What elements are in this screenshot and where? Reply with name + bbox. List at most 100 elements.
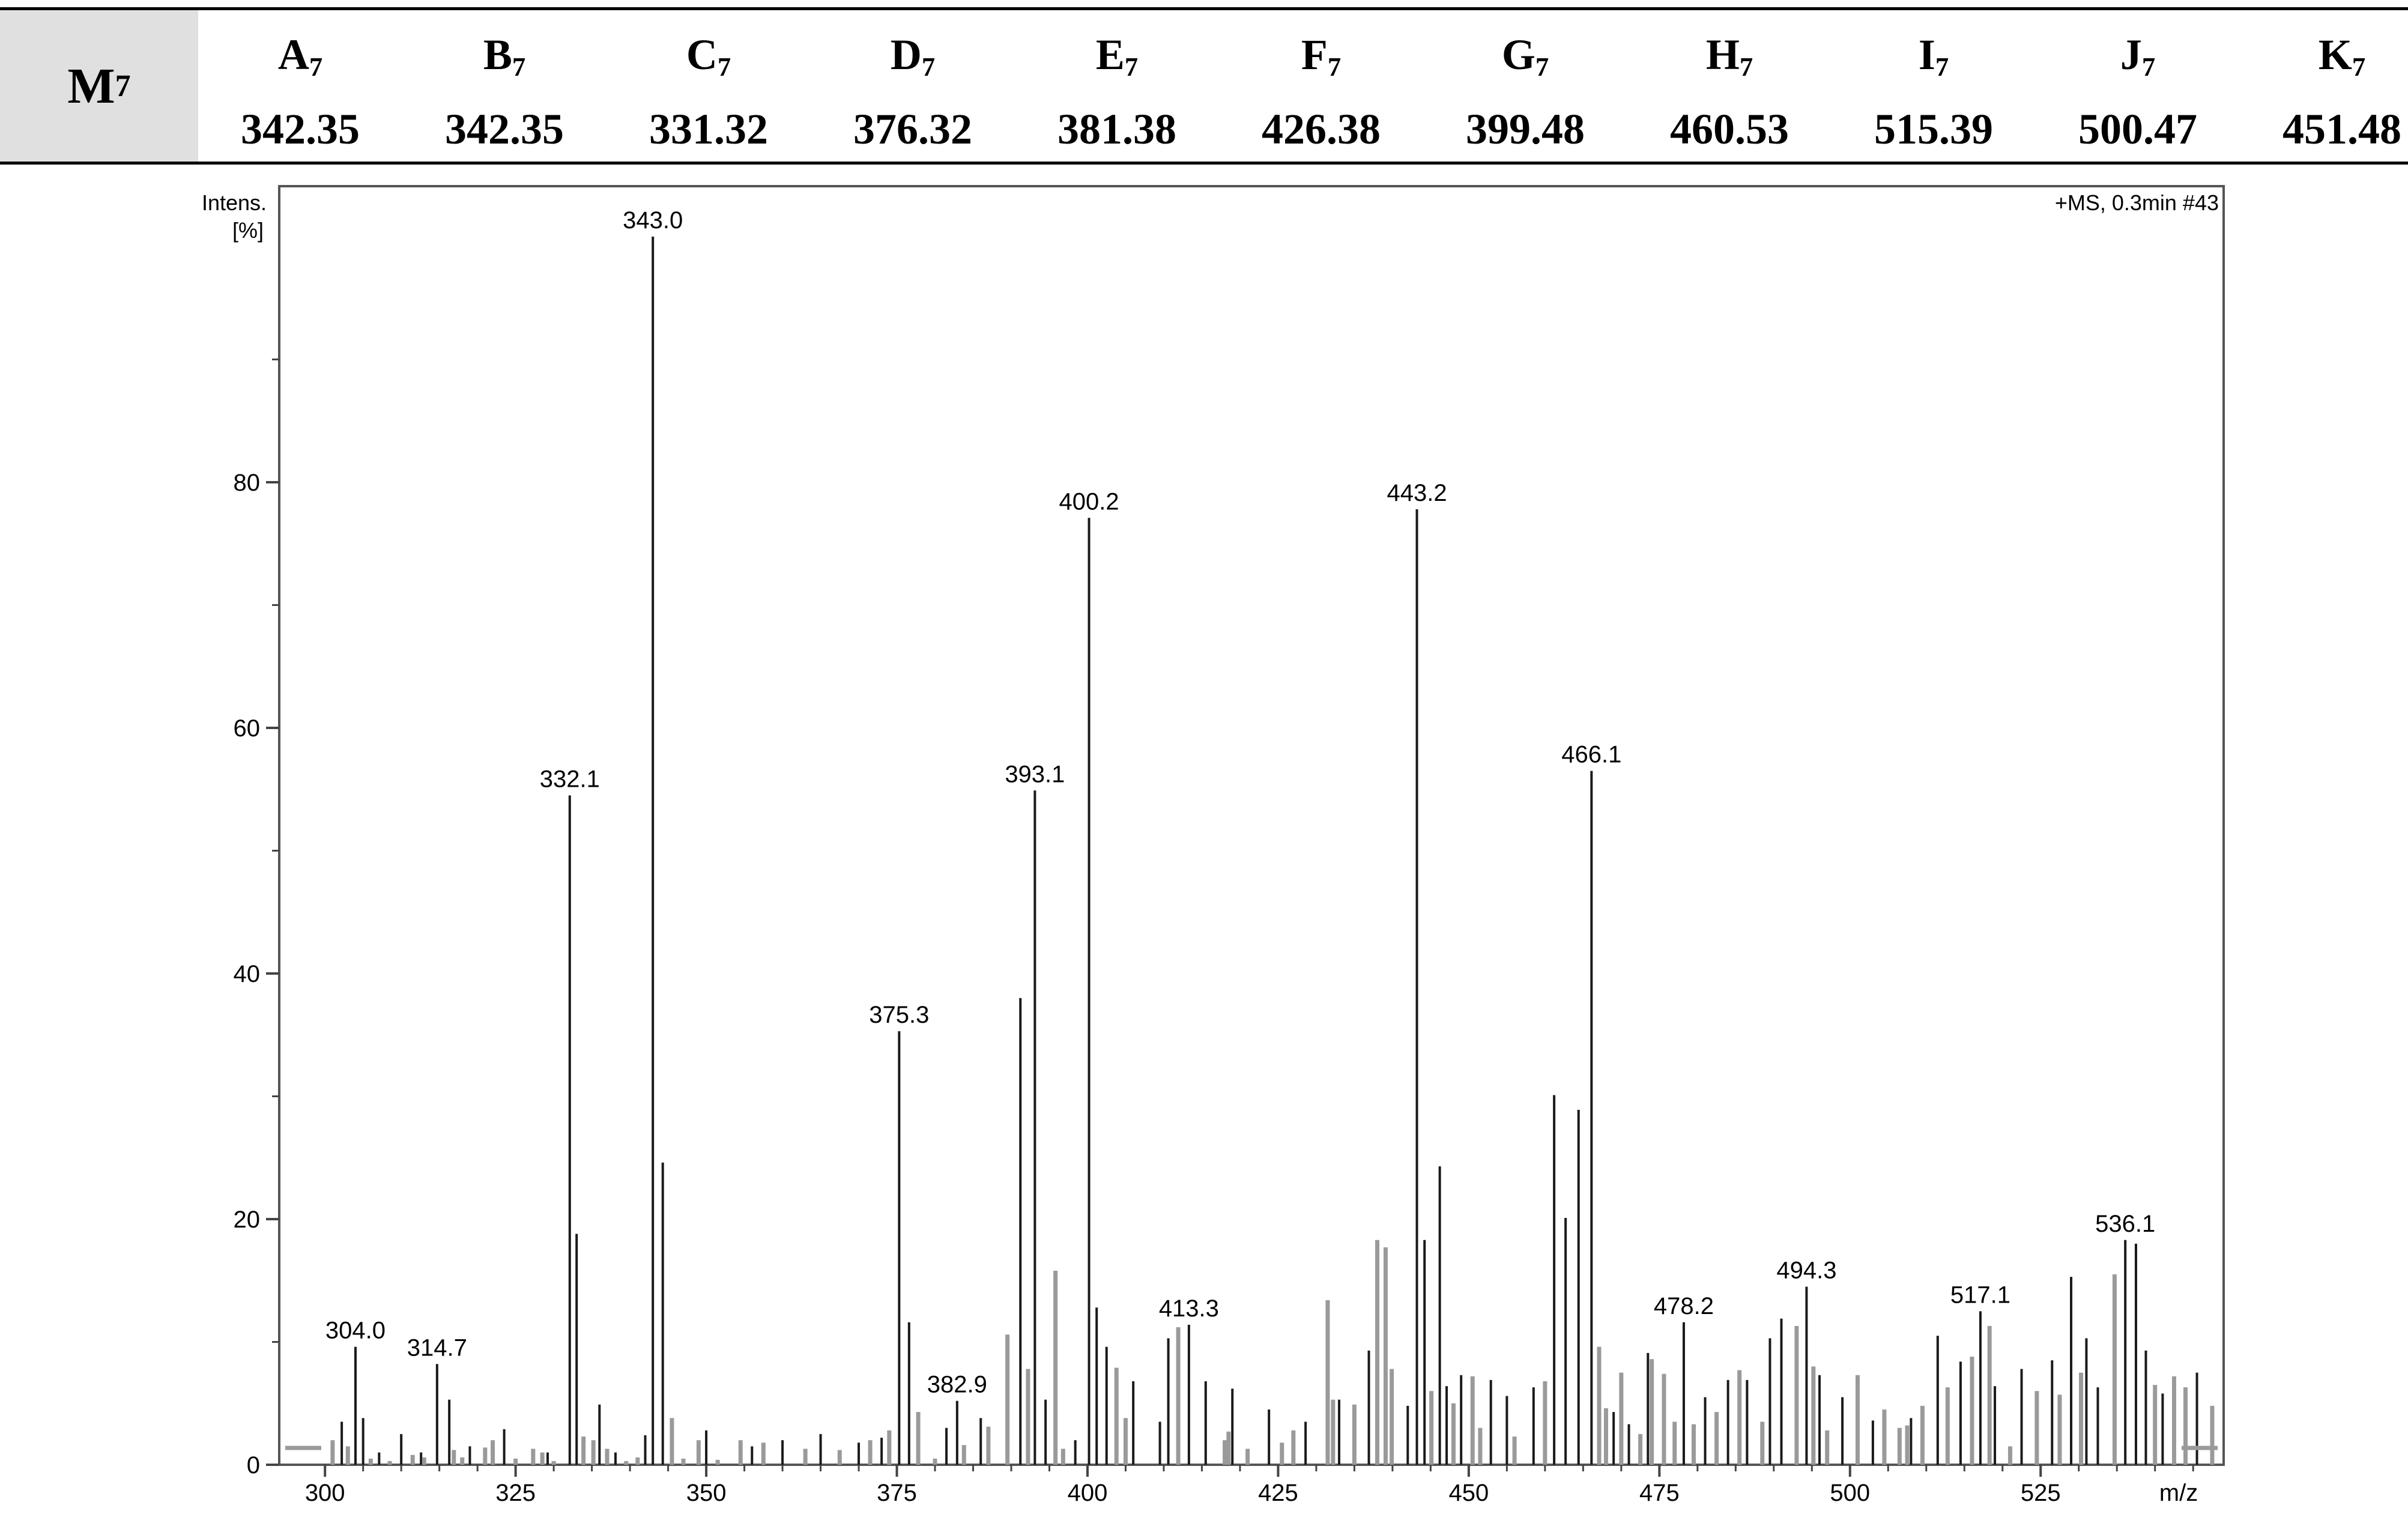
column-header-letter: K [2318,31,2352,79]
column-header-letter: F [1301,31,1328,79]
column-mass-value: 460.53 [1670,105,1789,153]
column-mass-value: 515.39 [1874,105,1993,153]
peak-label: 413.3 [1159,1295,1219,1322]
peak-label: 443.2 [1387,480,1447,506]
peak-label: 466.1 [1561,742,1621,768]
x-tick-label: 325 [495,1480,536,1506]
column-header: D7 [811,31,1015,91]
x-axis: 300 325 350 375 400 425 450 475 500 525 [305,1465,2194,1506]
column-mass-value: 342.35 [241,105,360,153]
table-columns: A7 342.35 B7 342.35 C7 331.32 D7 376.32 E7 381.38… [198,10,2408,162]
y-tick-label: 20 [234,1207,261,1233]
table-column: C7 331.32 [607,10,811,162]
scan-info-label: +MS, 0.3min #43 [2055,190,2219,215]
column-mass-value: 381.38 [1057,105,1176,153]
column-mass-value: 376.32 [853,105,972,153]
column-header-subscript: 7 [2352,52,2366,82]
column-mass-value: 451.48 [2282,105,2401,153]
x-tick-label: 375 [877,1480,917,1506]
y-tick-label: 60 [234,715,261,742]
column-header-subscript: 7 [1739,52,1753,82]
column-mass-value: 342.35 [445,105,564,153]
column-header-subscript: 7 [1935,52,1949,82]
y-axis-label-line1: Intens. [202,190,267,215]
column-header-letter: I [1918,31,1935,79]
peak-label: 304.0 [325,1318,386,1344]
table-column: H7 460.53 [1627,10,1832,162]
peak-label: 343.0 [623,207,683,234]
peak-label: 400.2 [1059,488,1119,515]
mass-spectrum-chart: 0 20 40 60 80 300 325 350 375 400 425 450 475 500 525… [202,185,2225,1506]
peak-label: 478.2 [1654,1293,1714,1319]
table-column: F7 426.38 [1219,10,1423,162]
column-header: B7 [402,31,607,91]
column-mass-value: 500.47 [2078,105,2197,153]
spectrum-peaks [330,237,2215,1465]
table-column: J7 500.47 [2036,10,2240,162]
x-tick-label: 450 [1449,1480,1489,1506]
x-tick-label: 475 [1639,1480,1680,1506]
column-header-letter: J [2120,31,2142,79]
table-column: K7 451.48 [2240,10,2408,162]
row-label-letter: M [67,58,115,114]
column-header-letter: C [686,31,718,79]
x-axis-label: m/z [2159,1480,2198,1506]
x-tick-label: 300 [305,1480,345,1506]
peak-labels: 304.0 314.7 332.1 343.0 375.3 382.9 393.1 400.2… [325,207,2155,1398]
peak-label: 393.1 [1005,761,1065,787]
column-mass-value: 399.48 [1466,105,1585,153]
column-header: I7 [1832,31,2036,91]
column-header-subscript: 7 [512,52,526,82]
peak-label: 332.1 [540,766,600,792]
y-axis: 0 20 40 60 80 [234,359,279,1479]
table-column: A7 342.35 [198,10,402,162]
column-header-letter: D [890,31,922,79]
column-header-letter: E [1095,31,1125,79]
column-header-subscript: 7 [717,52,731,82]
peak-label: 314.7 [407,1334,467,1361]
column-header: C7 [607,31,811,91]
x-tick-label: 400 [1068,1480,1108,1506]
column-header: H7 [1627,31,1832,91]
column-header: A7 [198,31,402,91]
column-header-subscript: 7 [2141,52,2156,82]
column-header-letter: A [277,31,309,79]
column-header-subscript: 7 [921,52,936,82]
y-tick-label: 0 [247,1452,260,1479]
peak-label: 517.1 [1950,1282,2010,1308]
column-mass-value: 426.38 [1262,105,1381,153]
x-tick-label: 425 [1258,1480,1298,1506]
column-header-letter: H [1705,31,1740,79]
table-column: G7 399.48 [1423,10,1627,162]
x-tick-label: 500 [1830,1480,1870,1506]
table-column: I7 515.39 [1832,10,2036,162]
column-header-letter: B [483,31,512,79]
column-header: G7 [1423,31,1627,91]
x-tick-label: 525 [2021,1480,2061,1506]
table-column: E7 381.38 [1015,10,1219,162]
row-label-subscript: 7 [115,68,131,103]
column-header-subscript: 7 [309,52,323,82]
x-tick-label: 350 [686,1480,727,1506]
column-header: F7 [1219,31,1423,91]
peak-label: 382.9 [927,1372,987,1398]
column-header-subscript: 7 [1535,52,1549,82]
y-tick-label: 40 [234,961,261,987]
table-column: B7 342.35 [402,10,607,162]
peak-label: 375.3 [869,1002,929,1028]
y-tick-label: 80 [234,470,261,496]
column-header: E7 [1015,31,1219,91]
plot-frame [278,185,2225,1466]
column-mass-value: 331.32 [649,105,768,153]
column-header: K7 [2240,31,2408,91]
peak-label: 494.3 [1776,1257,1836,1283]
table-column: D7 376.32 [811,10,1015,162]
column-header-subscript: 7 [1124,52,1139,82]
column-header: J7 [2036,31,2240,91]
peak-label: 536.1 [2095,1211,2155,1237]
column-header-subscript: 7 [1327,52,1342,82]
column-header-letter: G [1501,31,1535,79]
y-axis-label-line2: [%] [232,218,264,243]
